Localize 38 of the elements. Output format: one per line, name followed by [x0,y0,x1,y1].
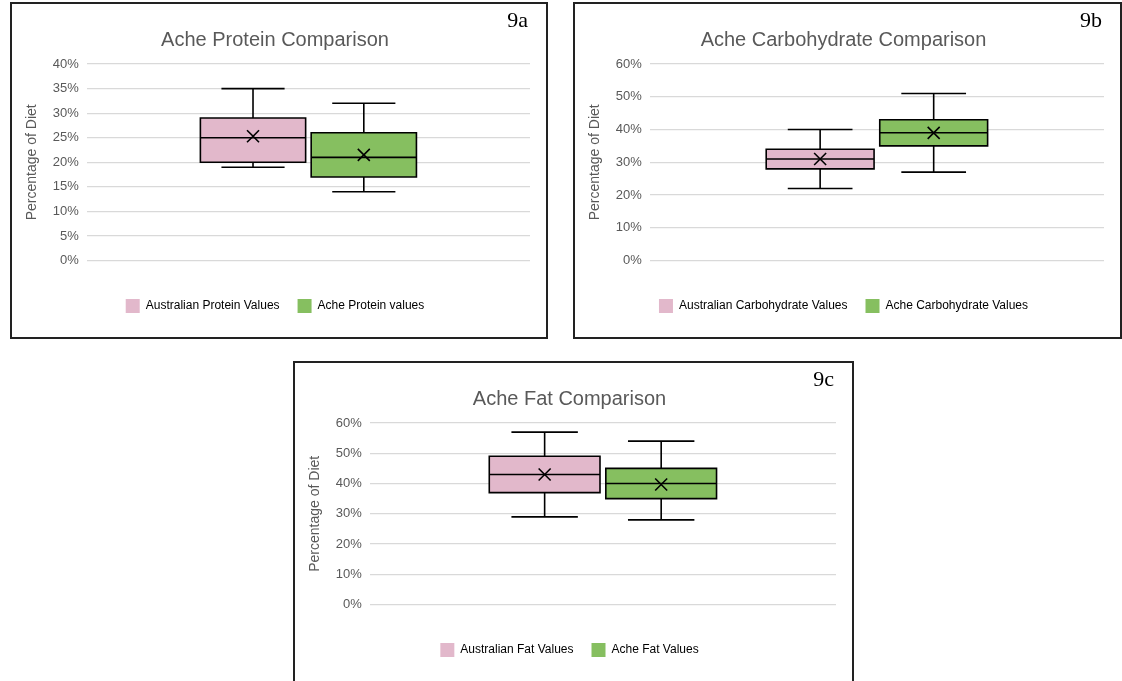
y-tick-label: 25% [52,129,80,145]
legend-label: Ache Carbohydrate Values [885,298,1029,313]
legend-label: Australian Protein Values [145,298,280,313]
y-axis-title: Percentage of Diet [586,104,603,221]
text: 9a [507,6,529,32]
y-tick-label: 50% [335,444,363,460]
y-tick-label: 30% [615,153,643,169]
chart-title: Ache Fat Comparison [472,386,667,409]
y-tick-label: 5% [60,227,80,243]
y-tick-label: 60% [335,414,363,430]
legend-label: Ache Protein values [317,298,425,313]
y-tick-label: 20% [52,153,80,169]
y-tick-label: 30% [52,104,80,120]
text: 9b [1080,6,1102,32]
y-tick-label: 30% [335,505,363,521]
y-tick-label: 40% [615,121,643,137]
y-axis-title: Percentage of Diet [306,455,323,572]
legend-label: Australian Fat Values [460,642,574,657]
legend-label: Australian Carbohydrate Values [678,298,848,313]
y-tick-label: 15% [52,178,80,194]
y-tick-label: 20% [335,535,363,551]
y-tick-label: 40% [52,55,80,71]
y-axis-title: Percentage of Diet [23,104,40,221]
y-tick-label: 40% [335,475,363,491]
y-tick-label: 10% [335,565,363,581]
y-tick-label: 10% [615,219,643,235]
y-tick-label: 0% [60,252,80,268]
y-tick-label: 0% [343,596,363,612]
chart-title: Ache Protein Comparison [161,27,389,50]
y-tick-label: 0% [623,252,643,268]
y-tick-label: 60% [615,55,643,71]
y-tick-label: 50% [615,88,643,104]
y-tick-label: 20% [615,186,643,202]
legend-label: Ache Fat Values [611,642,699,657]
y-tick-label: 10% [52,203,80,219]
chart-title: Ache Carbohydrate Comparison [700,27,987,50]
y-tick-label: 35% [52,80,80,96]
text: 9c [813,365,835,391]
